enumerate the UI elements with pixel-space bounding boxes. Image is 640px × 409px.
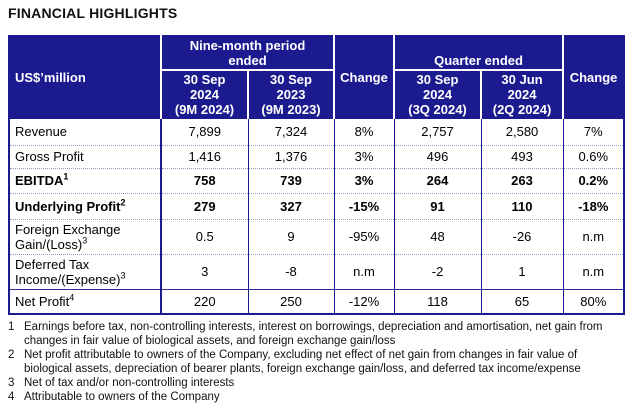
row-label-text: Net Profit <box>15 293 70 309</box>
row-label-text: Foreign Exchange Gain/(Loss) <box>15 221 121 252</box>
row-label-text: Underlying Profit <box>15 198 121 214</box>
table-row-foreign-exchange: Foreign Exchange Gain/(Loss)3 0.5 9 -95%… <box>9 218 625 254</box>
cell-change-9m: 8% <box>333 119 395 145</box>
group-header-quarter: Quarter ended <box>393 36 564 71</box>
table-row-net-profit: Net Profit4 220 250 -12% 118 65 80% <box>9 288 625 314</box>
cell-change-9m: 3% <box>333 167 395 193</box>
cell-9m2024: 7,899 <box>160 119 248 145</box>
cell-3q2024: 264 <box>393 167 482 193</box>
cell-2q2024: 1 <box>480 253 564 289</box>
row-label-sup: 1 <box>63 171 69 182</box>
footnote-1: 1 Earnings before tax, non-controlling i… <box>8 320 626 348</box>
row-label-sup: 4 <box>69 292 75 303</box>
cell-9m2024: 1,416 <box>160 144 248 168</box>
table-row-underlying-profit: Underlying Profit2 279 327 -15% 91 110 -… <box>9 192 625 219</box>
cell-9m2024: 758 <box>160 167 248 193</box>
cell-9m2023: 327 <box>247 192 335 219</box>
cell-3q2024: 118 <box>393 288 482 314</box>
footnote-number: 2 <box>8 349 15 361</box>
table-row-ebitda: EBITDA1 758 739 3% 264 263 0.2% <box>9 167 625 193</box>
row-label-text: Deferred Tax Income/(Expense) <box>15 256 121 287</box>
page-title: FINANCIAL HIGHLIGHTS <box>8 5 178 21</box>
cell-change-9m: n.m <box>333 253 395 289</box>
cell-change-9m: -95% <box>333 218 395 254</box>
col-header-9m-2023: 30 Sep 2023 (9M 2023) <box>246 70 335 119</box>
footnote-2: 2 Net profit attributable to owners of t… <box>8 348 626 376</box>
cell-change-q: n.m <box>562 218 625 254</box>
cell-2q2024: 65 <box>480 288 564 314</box>
group-header-nine-month: Nine-month period ended <box>159 36 335 71</box>
row-label-sup: 3 <box>82 235 88 246</box>
cell-change-q: 7% <box>562 119 625 145</box>
cell-change-q: n.m <box>562 253 625 289</box>
footnote-4: 4 Attributable to owners of the Company <box>8 390 626 404</box>
footnote-3: 3 Net of tax and/or non-controlling inte… <box>8 376 626 390</box>
row-label-sup: 3 <box>120 270 126 281</box>
cell-2q2024: 263 <box>480 167 564 193</box>
footnote-text: Attributable to owners of the Company <box>24 391 220 403</box>
financial-highlights-table: US$’million Nine-month period ended Chan… <box>8 35 626 315</box>
cell-change-q: 80% <box>562 288 625 314</box>
cell-9m2023: 1,376 <box>247 144 335 168</box>
cell-9m2023: 739 <box>247 167 335 193</box>
cell-9m2024: 0.5 <box>160 218 248 254</box>
row-label-text: EBITDA <box>15 173 64 188</box>
cell-change-q: 0.6% <box>562 144 625 168</box>
cell-change-9m: -15% <box>333 192 395 219</box>
cell-9m2023: 7,324 <box>247 119 335 145</box>
cell-3q2024: -2 <box>393 253 482 289</box>
row-label: Foreign Exchange Gain/(Loss)3 <box>9 218 161 254</box>
row-label: Gross Profit <box>9 144 161 168</box>
cell-3q2024: 91 <box>393 192 482 219</box>
table-row-revenue: Revenue 7,899 7,324 8% 2,757 2,580 7% <box>9 119 625 145</box>
footnote-text: Earnings before tax, non-controlling int… <box>24 321 603 347</box>
table-row-gross-profit: Gross Profit 1,416 1,376 3% 496 493 0.6% <box>9 144 625 168</box>
row-label: Deferred Tax Income/(Expense)3 <box>9 253 161 289</box>
cell-3q2024: 496 <box>393 144 482 168</box>
cell-9m2024: 220 <box>160 288 248 314</box>
cell-change-q: -18% <box>562 192 625 219</box>
cell-2q2024: -26 <box>480 218 564 254</box>
cell-3q2024: 2,757 <box>393 119 482 145</box>
cell-3q2024: 48 <box>393 218 482 254</box>
change-header-quarter: Change <box>562 36 625 119</box>
change-header-9m: Change <box>333 36 395 119</box>
cell-9m2023: 250 <box>247 288 335 314</box>
cell-change-9m: 3% <box>333 144 395 168</box>
row-label: Net Profit4 <box>9 288 161 314</box>
col-header-3q-2024: 30 Sep 2024 (3Q 2024) <box>393 70 482 119</box>
footnotes: 1 Earnings before tax, non-controlling i… <box>8 320 626 404</box>
unit-header: US$’million <box>9 36 161 119</box>
cell-9m2023: -8 <box>247 253 335 289</box>
footnote-text: Net profit attributable to owners of the… <box>24 349 581 375</box>
cell-change-9m: -12% <box>333 288 395 314</box>
footnote-number: 4 <box>8 391 15 403</box>
cell-2q2024: 493 <box>480 144 564 168</box>
cell-2q2024: 110 <box>480 192 564 219</box>
row-label-text: Gross Profit <box>15 149 84 164</box>
col-header-9m-2024: 30 Sep 2024 (9M 2024) <box>160 70 248 119</box>
row-label-text: Revenue <box>15 124 68 140</box>
row-label-sup: 2 <box>120 197 126 208</box>
row-label: Revenue <box>9 119 161 145</box>
cell-2q2024: 2,580 <box>480 119 564 145</box>
cell-change-q: 0.2% <box>562 167 625 193</box>
cell-9m2023: 9 <box>247 218 335 254</box>
footnote-number: 3 <box>8 377 15 389</box>
table-row-deferred-tax: Deferred Tax Income/(Expense)3 3 -8 n.m … <box>9 253 625 289</box>
cell-9m2024: 3 <box>160 253 248 289</box>
row-label: EBITDA1 <box>9 167 161 193</box>
footnote-number: 1 <box>8 321 15 333</box>
cell-9m2024: 279 <box>160 192 248 219</box>
col-header-2q-2024: 30 Jun 2024 (2Q 2024) <box>480 70 564 119</box>
footnote-text: Net of tax and/or non-controlling intere… <box>24 377 235 389</box>
row-label: Underlying Profit2 <box>9 192 161 219</box>
